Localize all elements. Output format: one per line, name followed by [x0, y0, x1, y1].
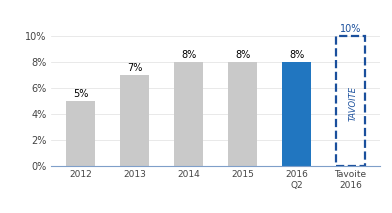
Text: 8%: 8% — [235, 50, 250, 60]
Bar — [228, 62, 258, 166]
Text: 8%: 8% — [181, 50, 196, 60]
Text: 8%: 8% — [289, 50, 304, 60]
Bar — [120, 75, 149, 166]
Bar — [336, 36, 365, 166]
Text: TAVOITE: TAVOITE — [349, 86, 358, 121]
Text: 5%: 5% — [73, 89, 88, 99]
Text: 7%: 7% — [127, 63, 142, 73]
Bar — [282, 62, 311, 166]
Bar — [174, 62, 203, 166]
Bar — [66, 101, 96, 166]
Text: 10%: 10% — [340, 24, 361, 35]
